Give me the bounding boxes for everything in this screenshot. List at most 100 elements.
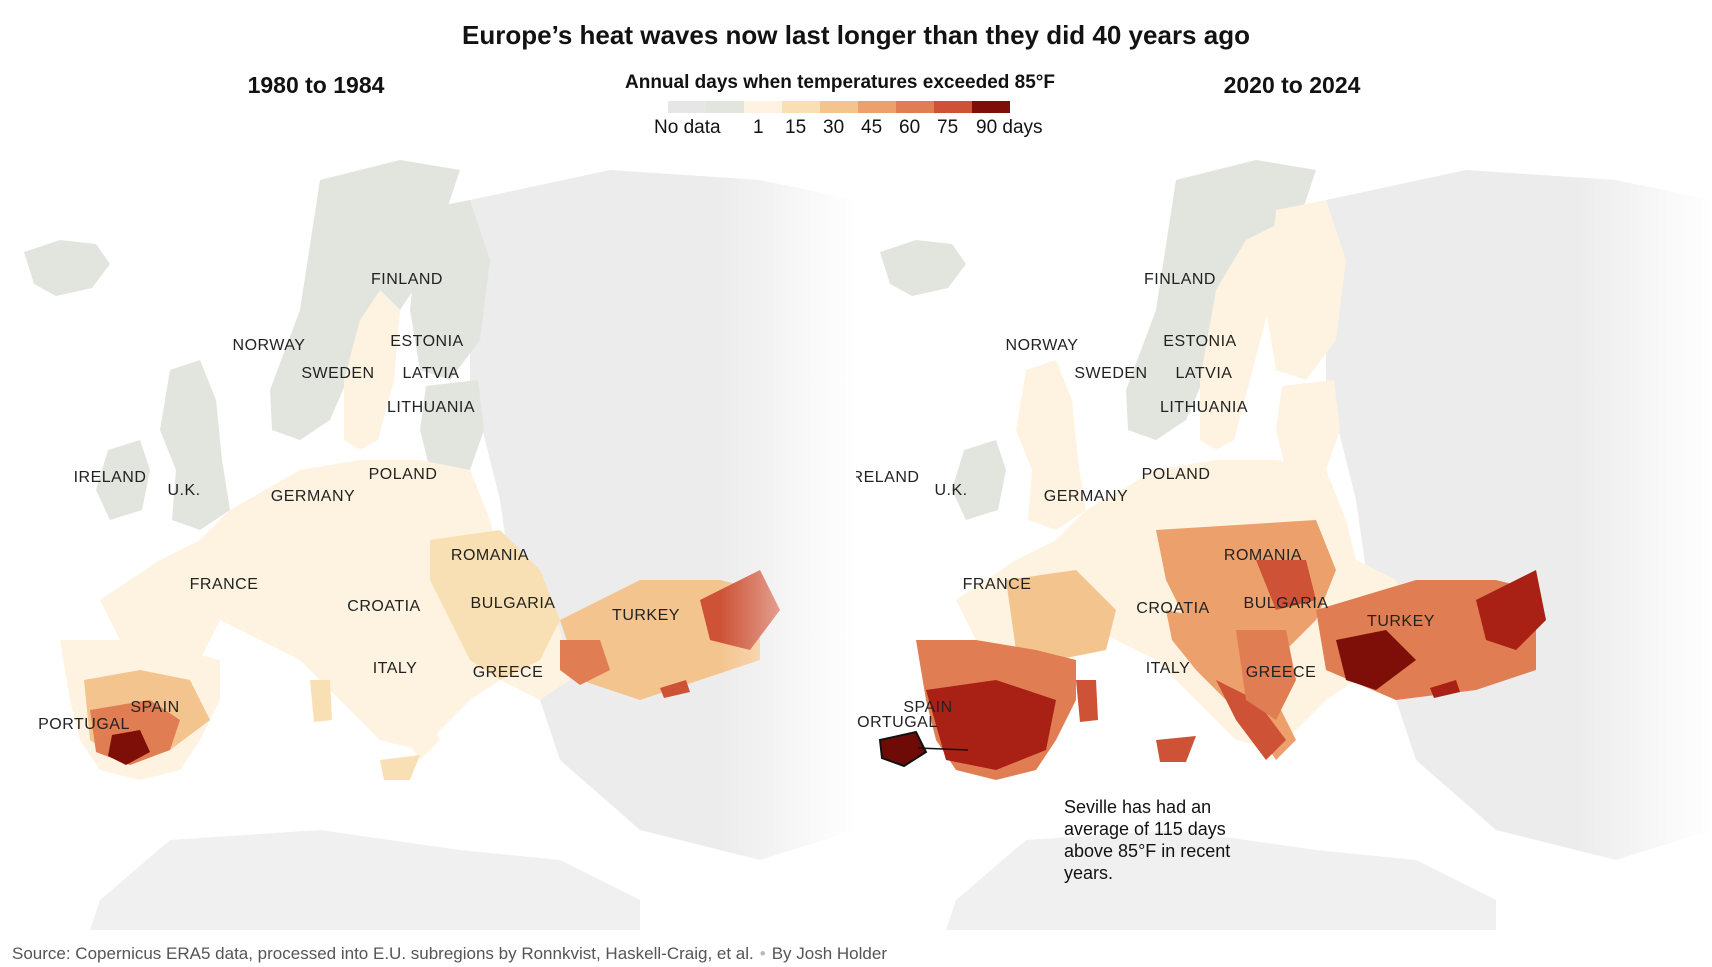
country-labels-right: FINLAND NORWAY SWEDEN ESTONIA LATVIA LIT… <box>856 271 1435 731</box>
ireland <box>952 440 1006 520</box>
label-latvia: LATVIA <box>403 365 460 382</box>
label-norway: NORWAY <box>1006 337 1079 354</box>
label-germany: GERMANY <box>1044 488 1128 505</box>
sardinia <box>310 680 332 722</box>
label-greece: GREECE <box>473 664 544 681</box>
separator-dot: • <box>759 944 766 963</box>
label-sweden: SWEDEN <box>301 365 374 382</box>
label-croatia: CROATIA <box>347 598 420 615</box>
label-norway: NORWAY <box>233 337 306 354</box>
color-legend <box>668 101 1010 113</box>
label-spain: SPAIN <box>903 699 952 716</box>
baltics <box>420 380 484 470</box>
legend-labels: No data 1 15 30 45 60 75 90 days <box>600 117 1120 141</box>
label-italy: ITALY <box>1146 660 1191 677</box>
north-africa-land <box>946 830 1496 930</box>
legend-label-tick: 1 <box>753 117 764 138</box>
legend-label-tick: 45 <box>861 117 883 138</box>
finland <box>1266 200 1346 380</box>
panel-title-right: 2020 to 2024 <box>1223 72 1361 98</box>
legend-swatch-15-30 <box>782 101 820 113</box>
label-latvia: LATVIA <box>1176 365 1233 382</box>
label-uk: U.K. <box>934 482 967 499</box>
label-croatia: CROATIA <box>1136 600 1209 617</box>
finland <box>410 200 490 380</box>
iceland <box>24 240 110 296</box>
romania-hot <box>1256 560 1316 610</box>
legend-swatch-under-1 <box>706 101 744 113</box>
byline: By Josh Holder <box>771 944 887 963</box>
label-poland: POLAND <box>369 466 438 483</box>
balkans <box>430 530 560 680</box>
legend-swatch-no-data <box>668 101 706 113</box>
legend-label-tick: 90 days <box>976 117 1043 138</box>
seville-region <box>108 730 150 765</box>
italy-south <box>1216 680 1286 760</box>
source-credit: Source: Copernicus ERA5 data, processed … <box>12 944 754 963</box>
legend-swatch-45-60 <box>858 101 896 113</box>
turkey-west <box>560 640 610 685</box>
legend-label-tick: 60 <box>899 117 921 138</box>
edge-fade <box>1576 140 1712 930</box>
legend-label-tick: 30 <box>823 117 845 138</box>
label-greece: GREECE <box>1246 664 1317 681</box>
chart-title: Europe’s heat waves now last longer than… <box>462 20 1250 50</box>
label-france: FRANCE <box>190 576 259 593</box>
label-sweden: SWEDEN <box>1074 365 1147 382</box>
footer: Source: Copernicus ERA5 data, processed … <box>12 944 887 964</box>
cyprus <box>1430 680 1460 698</box>
map-2020-2024: FINLAND NORWAY SWEDEN ESTONIA LATVIA LIT… <box>856 140 1712 930</box>
label-turkey: TURKEY <box>1367 613 1435 630</box>
uk <box>1016 360 1086 530</box>
label-france: FRANCE <box>963 576 1032 593</box>
sicily <box>1156 736 1196 762</box>
sweden <box>344 290 400 450</box>
sicily <box>380 755 420 780</box>
north-africa-land <box>90 830 640 930</box>
panel-title-left: 1980 to 1984 <box>247 72 385 98</box>
label-romania: ROMANIA <box>451 547 529 564</box>
sweden <box>1200 220 1286 450</box>
turkey-hot <box>1336 630 1416 690</box>
label-ireland: IRELAND <box>856 469 919 486</box>
iceland <box>880 240 966 296</box>
ireland <box>96 440 150 520</box>
iberia-hot <box>926 680 1056 770</box>
legend-label-tick: 75 <box>937 117 959 138</box>
label-lithuania: LITHUANIA <box>1160 399 1248 416</box>
label-bulgaria: BULGARIA <box>1244 595 1329 612</box>
france-south <box>1006 570 1116 660</box>
seville-region <box>878 730 928 768</box>
italy <box>310 610 440 760</box>
continental-eu <box>100 460 570 750</box>
legend-label-no-data: No data <box>654 117 721 138</box>
label-uk: U.K. <box>167 482 200 499</box>
label-finland: FINLAND <box>1144 271 1216 288</box>
label-italy: ITALY <box>373 660 418 677</box>
label-finland: FINLAND <box>371 271 443 288</box>
sweden-north <box>360 220 430 320</box>
label-germany: GERMANY <box>271 488 355 505</box>
label-portugal: PORTUGAL <box>856 714 938 731</box>
label-ireland: IRELAND <box>74 469 147 486</box>
baltics <box>1276 380 1340 470</box>
label-lithuania: LITHUANIA <box>387 399 475 416</box>
legend-swatch-30-45 <box>820 101 858 113</box>
seville-annotation: Seville has had an average of 115 days a… <box>1064 797 1231 883</box>
greece <box>1236 630 1296 720</box>
label-estonia: ESTONIA <box>1163 333 1236 350</box>
label-turkey: TURKEY <box>612 607 680 624</box>
country-labels-left: FINLAND NORWAY SWEDEN ESTONIA LATVIA LIT… <box>38 271 680 733</box>
legend-swatch-1-15 <box>744 101 782 113</box>
label-romania: ROMANIA <box>1224 547 1302 564</box>
annotation-leader-line <box>917 747 969 751</box>
legend-swatch-60-75 <box>896 101 934 113</box>
label-spain: SPAIN <box>130 699 179 716</box>
label-portugal: PORTUGAL <box>38 716 130 733</box>
cyprus <box>660 680 690 698</box>
turkey-east <box>1476 570 1546 650</box>
map-1980-1984: FINLAND NORWAY SWEDEN ESTONIA LATVIA LIT… <box>24 140 856 930</box>
label-bulgaria: BULGARIA <box>471 595 556 612</box>
legend-swatch-90-plus <box>972 101 1010 113</box>
label-estonia: ESTONIA <box>390 333 463 350</box>
